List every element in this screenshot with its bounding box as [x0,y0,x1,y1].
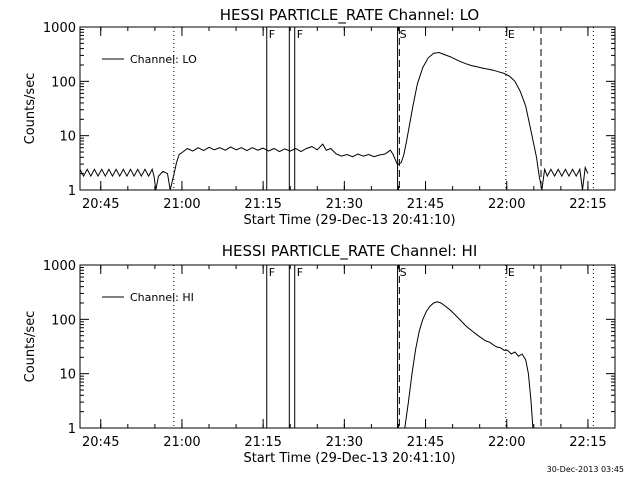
plot-frame [79,26,616,191]
series-group [404,301,534,428]
y-tick-label: 1000 [43,259,76,274]
panel-lo: HESSI PARTICLE_RATE Channel: LO 20:45 21:0… [23,6,616,228]
marker-label: F [297,28,303,41]
marker-label: E [508,266,515,279]
series-line [80,51,589,190]
x-tick-label: 22:15 [569,197,606,212]
series-line [404,301,534,428]
x-axis-label: Start Time (29-Dec-13 20:41:10) [243,451,455,466]
x-tick-label: 21:45 [407,435,444,450]
x-tick-label: 20:45 [82,197,119,212]
x-tick-label: 21:15 [244,197,281,212]
y-axis-label: Counts/sec [23,73,38,145]
y-tick-label: 1000 [43,21,76,36]
x-tick-label: 21:15 [244,435,281,450]
y-tick-label: 100 [51,75,76,90]
plot-frame [79,264,616,429]
y-tick-label: 10 [59,368,76,383]
x-tick-label: 21:30 [326,197,363,212]
x-tick-label: 21:30 [326,435,363,450]
panel-hi: HESSI PARTICLE_RATE Channel: HI 20:45 21:0… [23,242,616,466]
series-group [80,51,589,190]
chart-title: HESSI PARTICLE_RATE Channel: LO [220,6,479,25]
marker-label: F [269,28,275,41]
y-tick-label: 10 [59,130,76,145]
x-tick-label: 22:00 [488,435,525,450]
legend-label: Channel: LO [130,53,197,66]
marker-label: E [508,28,515,41]
y-tick-label: 1 [68,422,76,437]
x-tick-label: 21:00 [163,435,200,450]
y-axis-label: Counts/sec [23,311,38,383]
chart-title: HESSI PARTICLE_RATE Channel: HI [222,242,478,261]
marker-label: S [400,266,407,279]
footer-timestamp: 30-Dec-2013 03:45 [547,465,624,474]
x-tick-label: 20:45 [82,435,119,450]
legend-label: Channel: HI [130,291,194,304]
x-tick-label: 22:00 [488,197,525,212]
marker-label: S [400,28,407,41]
x-axis-label: Start Time (29-Dec-13 20:41:10) [243,213,455,228]
x-tick-label: 21:45 [407,197,444,212]
marker-label: F [297,266,303,279]
y-tick-label: 100 [51,313,76,328]
x-tick-label: 21:00 [163,197,200,212]
marker-label: F [269,266,275,279]
y-tick-label: 1 [68,184,76,199]
x-tick-label: 22:15 [569,435,606,450]
